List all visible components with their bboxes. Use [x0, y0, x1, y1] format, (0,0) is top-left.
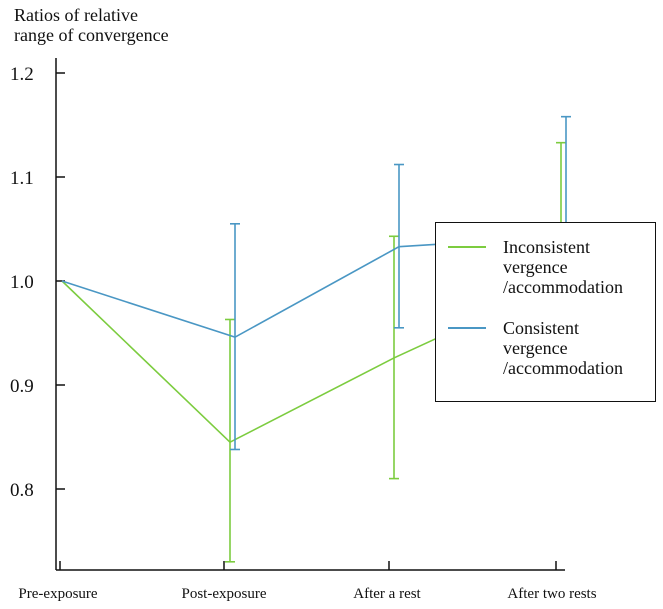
legend-label-line: Inconsistent [503, 237, 590, 257]
y-tick-label: 0.8 [10, 480, 34, 501]
legend: Inconsistent vergence /accommodation Con… [435, 222, 656, 402]
y-axis-label-line-2: range of convergence [14, 25, 169, 45]
legend-label-inconsistent: Inconsistent vergence /accommodation [503, 237, 623, 297]
y-axis-label: Ratios of relative range of convergence [14, 5, 169, 45]
legend-label-line: Consistent [503, 318, 580, 338]
legend-swatch-consistent [448, 327, 486, 329]
legend-label-line: /accommodation [503, 358, 623, 378]
x-tick-label: Pre-exposure [18, 586, 97, 602]
y-tick-label: 0.9 [10, 376, 34, 397]
legend-item-consistent: Consistent vergence /accommodation [446, 318, 649, 398]
legend-swatch-inconsistent [448, 246, 486, 248]
y-tick-label: 1.0 [10, 272, 34, 293]
x-tick-label: Post-exposure [182, 586, 267, 602]
x-tick-label: After a rest [353, 586, 421, 602]
legend-item-inconsistent: Inconsistent vergence /accommodation [446, 237, 649, 317]
x-tick-label: After two rests [507, 586, 596, 602]
y-tick-label: 1.1 [10, 168, 34, 189]
y-tick-label: 1.2 [10, 64, 34, 85]
legend-label-consistent: Consistent vergence /accommodation [503, 318, 623, 378]
legend-label-line: vergence [503, 338, 568, 358]
legend-label-line: /accommodation [503, 277, 623, 297]
legend-label-line: vergence [503, 257, 568, 277]
y-axis-label-line-1: Ratios of relative [14, 5, 138, 25]
